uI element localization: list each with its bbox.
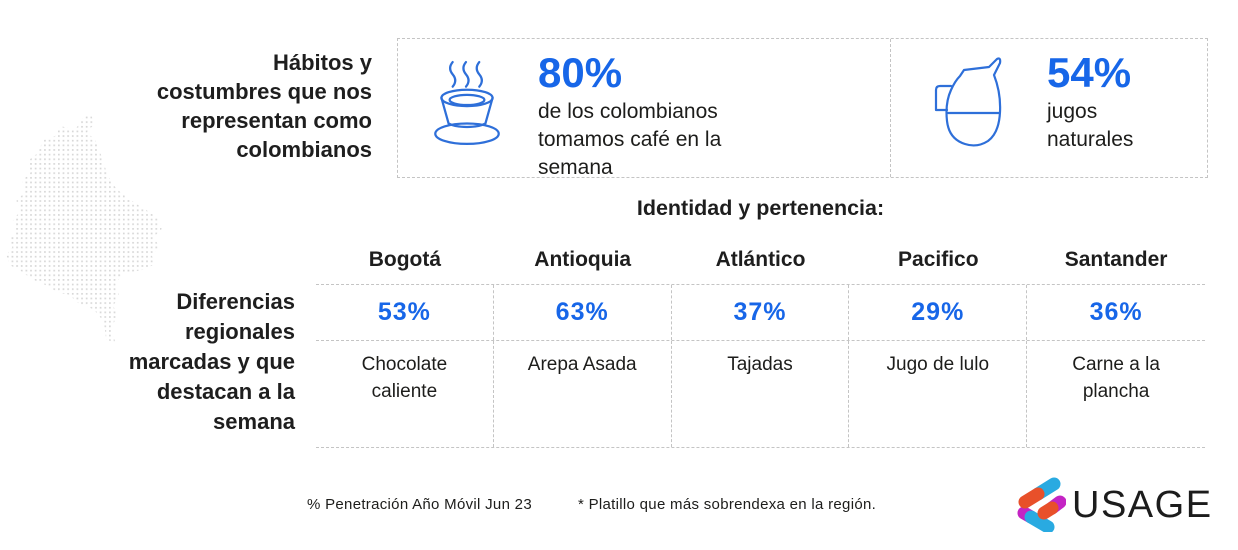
juice-pitcher-icon xyxy=(931,55,1015,156)
juice-stat: 54% jugos naturales xyxy=(890,39,1207,177)
coffee-stat-value: 80% xyxy=(538,49,623,96)
regions-table-percent-row: 53% 63% 37% 29% 36% xyxy=(316,284,1205,340)
coffee-stat-text: 80% de los colombianos tomamos café en l… xyxy=(538,49,743,182)
regional-label-line: regionales xyxy=(184,319,295,344)
dish-cell-pacifico: Jugo de lulo xyxy=(849,341,1028,447)
habits-stats-panel: 80% de los colombianos tomamos café en l… xyxy=(397,38,1208,179)
footnote-penetration: % Penetración Año Móvil Jun 23 xyxy=(307,496,532,513)
intro-title: Hábitos y costumbres que nos representan… xyxy=(118,48,372,164)
region-header-santander: Santander xyxy=(1064,248,1168,271)
regions-table: Bogotá Antioquia Atlántico Pacifico Sant… xyxy=(316,236,1205,448)
region-header-pacifico: Pacifico xyxy=(898,248,979,271)
colombia-dot-map-image xyxy=(6,114,162,342)
dish-cell-bogota: Chocolate caliente xyxy=(316,341,494,447)
regional-differences-label: Diferencias regionales marcadas y que de… xyxy=(83,287,295,437)
percent-cell-pacifico: 29% xyxy=(849,285,1028,340)
region-header-antioquia: Antioquia xyxy=(534,248,632,271)
intro-title-line: representan como xyxy=(181,108,372,133)
intro-title-line: costumbres que nos xyxy=(156,79,372,104)
regions-table-dish-row: Chocolate caliente Arepa Asada Tajadas J… xyxy=(316,340,1205,448)
footnote-dish: * Platillo que más sobrendexa en la regi… xyxy=(578,496,877,513)
usage-logo-wordmark: USAGE xyxy=(1072,484,1213,526)
intro-title-line: colombianos xyxy=(236,137,372,162)
usage-logo-icon xyxy=(1008,474,1067,537)
coffee-stat: 80% de los colombianos tomamos café en l… xyxy=(398,39,890,179)
regional-label-line: marcadas y que xyxy=(128,349,295,374)
percent-cell-antioquia: 63% xyxy=(494,285,672,340)
regional-label-line: destacan a la xyxy=(156,379,295,404)
usage-logo: USAGE xyxy=(1008,474,1213,537)
region-header-bogota: Bogotá xyxy=(368,248,442,271)
dish-cell-antioquia: Arepa Asada xyxy=(494,341,672,447)
regional-label-line: semana xyxy=(213,409,295,434)
juice-stat-text: 54% jugos naturales xyxy=(1047,49,1167,154)
regional-label-line: Diferencias xyxy=(176,289,295,314)
identity-heading: Identidad y pertenencia: xyxy=(636,196,885,220)
regions-table-header: Bogotá Antioquia Atlántico Pacifico Sant… xyxy=(316,236,1205,284)
dish-cell-santander: Carne a la plancha xyxy=(1072,354,1160,402)
region-header-atlantico: Atlántico xyxy=(715,248,806,271)
coffee-stat-description: de los colombianos tomamos café en la se… xyxy=(538,100,722,180)
juice-stat-value: 54% xyxy=(1047,49,1132,96)
dish-cell-atlantico: Tajadas xyxy=(672,341,850,447)
percent-cell-bogota: 53% xyxy=(316,285,494,340)
coffee-cup-icon xyxy=(428,59,506,152)
intro-title-line: Hábitos y xyxy=(272,50,372,75)
percent-cell-atlantico: 37% xyxy=(672,285,850,340)
percent-cell-santander: 36% xyxy=(1089,298,1143,326)
juice-stat-description: jugos naturales xyxy=(1047,100,1134,152)
